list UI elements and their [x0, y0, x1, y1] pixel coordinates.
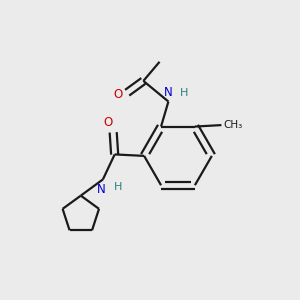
Text: O: O	[113, 88, 123, 101]
Text: O: O	[103, 116, 112, 129]
Text: H: H	[180, 88, 188, 98]
Text: H: H	[114, 182, 122, 192]
Text: CH₃: CH₃	[223, 120, 242, 130]
Text: N: N	[164, 86, 173, 99]
Text: N: N	[97, 183, 106, 196]
